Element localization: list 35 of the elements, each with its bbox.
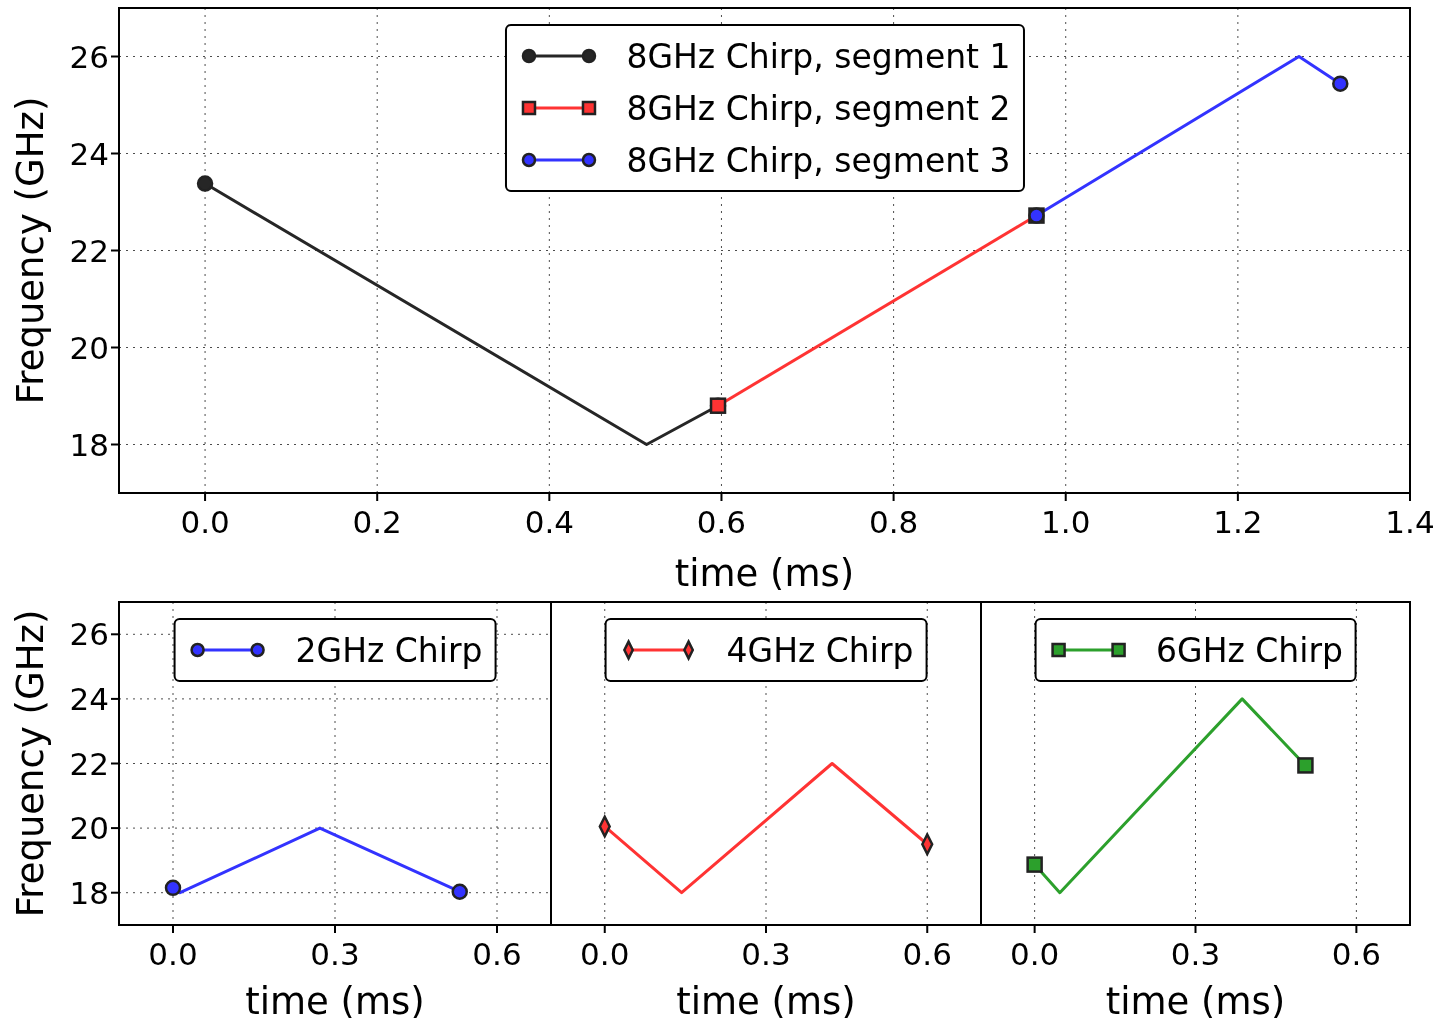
y-tick-label: 20 — [69, 329, 109, 366]
y-tick-label: 18 — [69, 426, 109, 463]
y-tick-label: 24 — [69, 680, 109, 717]
x-tick-label: 0.0 — [148, 936, 198, 973]
x-tick-label: 0.6 — [472, 936, 522, 973]
x-tick-label: 1.0 — [1041, 504, 1091, 541]
x-tick-label: 0.4 — [524, 504, 574, 541]
x-tick-label: 0.3 — [310, 936, 360, 973]
y-tick-label: 18 — [69, 874, 109, 911]
legend-label: 8GHz Chirp, segment 1 — [626, 36, 1011, 76]
x-tick-label: 1.4 — [1385, 504, 1435, 541]
x-tick-label: 0.3 — [1170, 936, 1221, 973]
y-tick-label: 26 — [69, 38, 109, 75]
x-tick-label: 0.6 — [1331, 936, 1382, 973]
y-tick-label: 26 — [69, 616, 109, 653]
y-axis-title: Frequency (GHz) — [9, 609, 53, 918]
x-tick-label: 0.8 — [868, 504, 919, 541]
y-axis-title: Frequency (GHz) — [9, 96, 53, 405]
x-tick-label: 0.2 — [352, 504, 402, 541]
x-tick-label: 0.0 — [580, 936, 630, 973]
x-tick-label: 0.3 — [741, 936, 791, 973]
legend-label: 2GHz Chirp — [295, 630, 483, 670]
x-tick-label: 0.0 — [180, 504, 230, 541]
x-tick-label: 1.2 — [1213, 504, 1263, 541]
legend-label: 4GHz Chirp — [726, 630, 914, 670]
y-tick-label: 24 — [69, 135, 109, 172]
legend-label: 8GHz Chirp, segment 2 — [626, 88, 1011, 128]
y-tick-label: 22 — [69, 232, 109, 269]
y-tick-label: 20 — [69, 810, 109, 847]
y-tick-label: 22 — [69, 745, 109, 782]
x-tick-label: 0.0 — [1009, 936, 1060, 973]
x-tick-label: 0.6 — [696, 504, 747, 541]
legend-label: 6GHz Chirp — [1156, 630, 1343, 670]
x-tick-label: 0.6 — [902, 936, 952, 973]
legend-label: 8GHz Chirp, segment 3 — [626, 140, 1011, 180]
